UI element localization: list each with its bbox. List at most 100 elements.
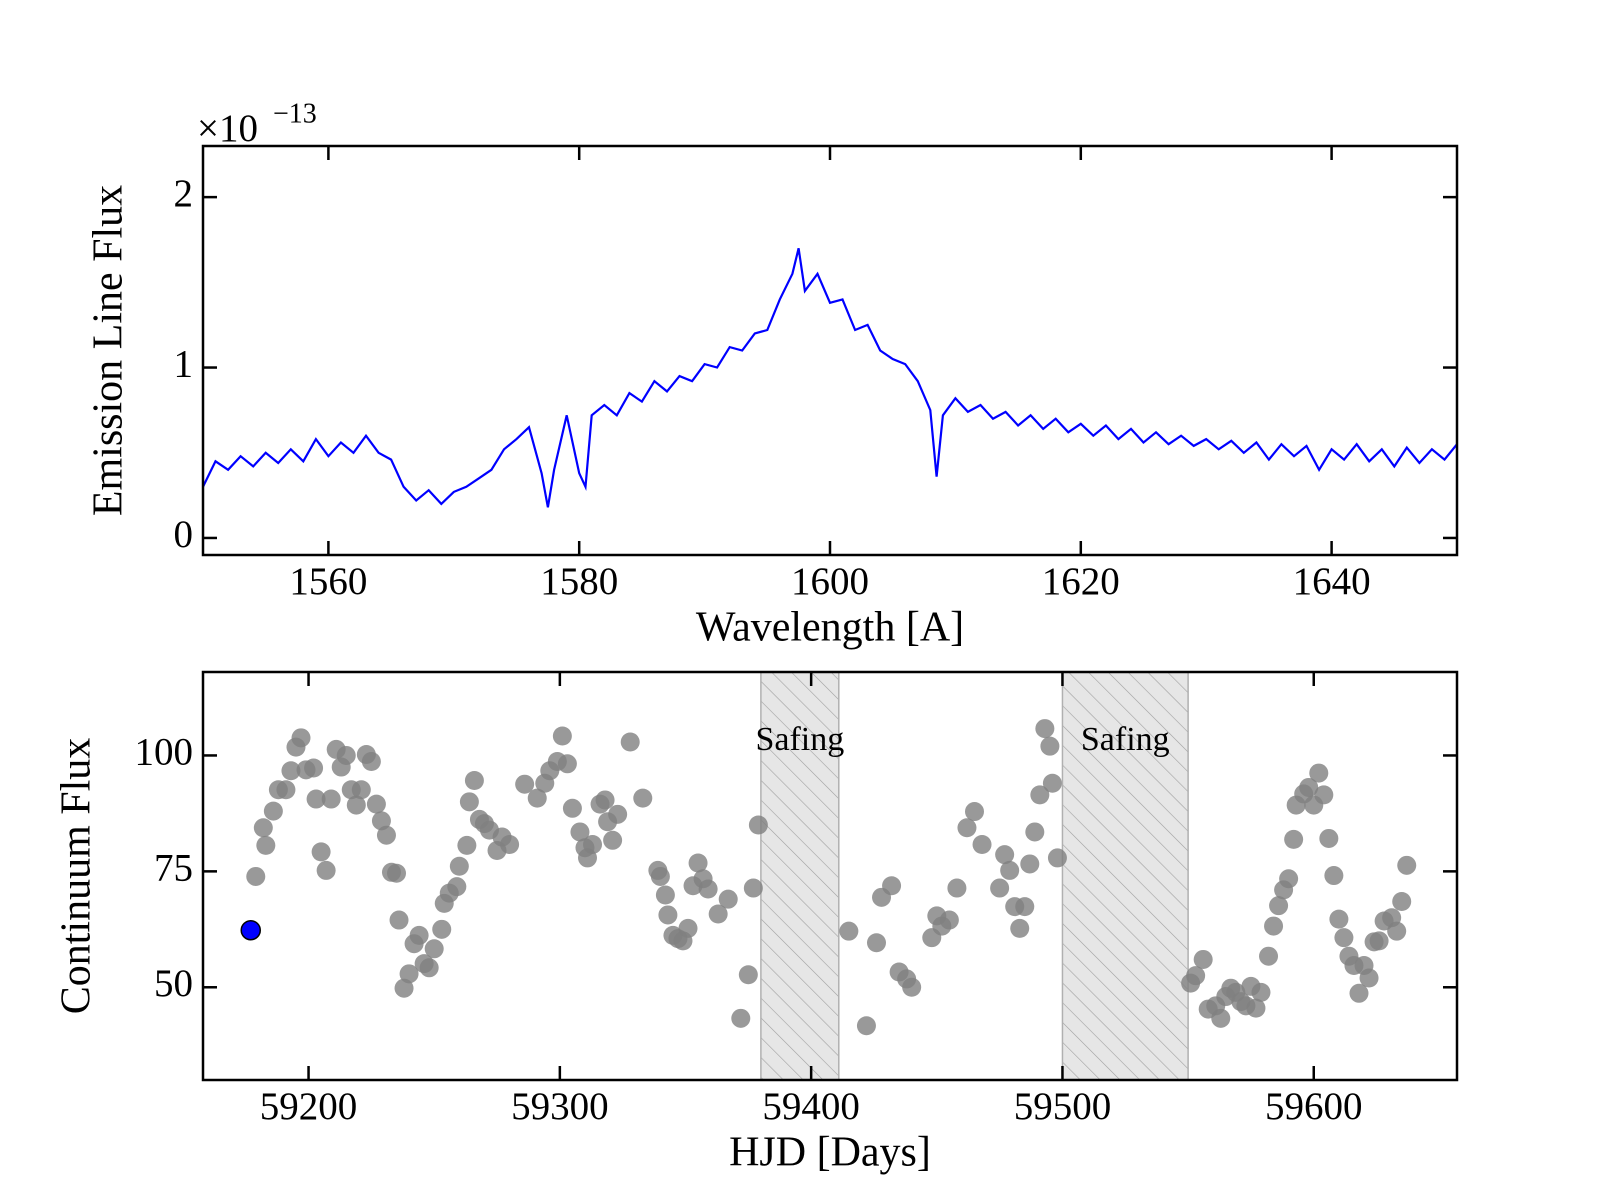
data-point [1000, 860, 1020, 880]
data-point [515, 774, 535, 794]
data-point [1334, 928, 1354, 948]
data-point [1015, 897, 1035, 917]
data-point [688, 853, 708, 873]
data-point [316, 860, 336, 880]
subplot: Safing Safing 59200 59300 59400 59500 59600 50 7… [54, 670, 1459, 1176]
subplot: 1560 1580 1600 1620 1640 0 1 2 Wavelength [A] Emi… [86, 98, 1459, 651]
data-point [527, 788, 547, 808]
data-point [1392, 892, 1412, 911]
highlight-point [240, 919, 261, 941]
data-point [1387, 921, 1407, 941]
data-point [1284, 829, 1304, 849]
data-point [708, 904, 728, 924]
data-point [557, 754, 577, 774]
data-point [658, 905, 678, 925]
data-point [1329, 909, 1349, 929]
data-point [1047, 848, 1067, 868]
safing-span [760, 671, 840, 1081]
data-point [432, 919, 452, 939]
y-axis-label: Continuum Flux [54, 738, 100, 1015]
data-point [1020, 854, 1040, 874]
data-point [500, 834, 520, 854]
data-point [731, 1008, 751, 1028]
data-point [698, 879, 718, 899]
data-point [387, 863, 407, 883]
y-axis-label: Emission Line Flux [86, 185, 132, 516]
data-point [1010, 918, 1030, 938]
data-point [1264, 916, 1284, 936]
data-point [866, 933, 886, 953]
data-point [399, 964, 419, 984]
data-point [650, 866, 670, 886]
data-point [246, 866, 266, 886]
data-point [263, 801, 283, 821]
y-multiplier-base: ×10 [197, 107, 258, 150]
data-point [552, 726, 572, 746]
data-point [447, 877, 467, 897]
data-point [957, 818, 977, 838]
data-point [620, 732, 640, 752]
data-point [748, 815, 768, 835]
span-label: Safing [1081, 721, 1170, 758]
data-point [972, 834, 992, 854]
data-point [304, 758, 324, 778]
data-point [995, 845, 1015, 865]
data-point [562, 798, 582, 818]
data-point [1042, 773, 1062, 793]
data-point [603, 830, 623, 850]
data-point [291, 728, 311, 748]
data-point [366, 794, 386, 814]
x-tick-label: 1560 [289, 560, 367, 603]
data-point [1349, 983, 1369, 1003]
data-point [856, 1016, 876, 1036]
axes-frame [201, 144, 1459, 557]
data-point [570, 822, 590, 842]
data-point [306, 789, 326, 809]
data-point [743, 878, 763, 898]
data-point [678, 918, 698, 938]
y-tick-label: 100 [135, 730, 194, 773]
x-tick-label: 1640 [1293, 560, 1371, 603]
data-point [346, 795, 366, 815]
x-tick-label: 1600 [791, 560, 869, 603]
y-tick-label: 50 [154, 962, 193, 1005]
data-point [276, 780, 296, 800]
y-tick-label: 75 [154, 846, 193, 889]
x-tick-label: 1620 [1042, 560, 1120, 603]
spectrum-line [203, 248, 1457, 508]
data-point [1309, 763, 1329, 783]
data-point [1035, 719, 1055, 739]
data-point [256, 835, 276, 855]
data-point [1299, 777, 1319, 797]
data-point [351, 780, 371, 800]
data-point [1314, 785, 1334, 805]
data-point [409, 925, 429, 945]
y-tick-label: 2 [174, 172, 194, 215]
data-point [718, 889, 738, 909]
data-point [1030, 785, 1050, 805]
data-point [449, 856, 469, 876]
data-point [394, 978, 414, 998]
data-point [321, 789, 341, 809]
data-point [371, 811, 391, 831]
data-point [1246, 998, 1266, 1018]
data-point [595, 790, 615, 810]
data-point [990, 878, 1010, 898]
data-point [1359, 968, 1379, 988]
data-point [1319, 828, 1339, 848]
data-point [457, 835, 477, 855]
data-point [939, 910, 959, 930]
data-point [633, 788, 653, 808]
data-point [459, 792, 479, 812]
data-point [839, 921, 859, 941]
y-tick-label: 0 [174, 513, 194, 556]
data-point [1025, 822, 1045, 842]
data-point [882, 876, 902, 896]
axes-frame [201, 670, 1459, 1082]
data-point [738, 965, 758, 985]
x-tick-label: 59300 [511, 1085, 609, 1128]
data-point [253, 818, 273, 838]
x-tick-label: 59500 [1014, 1085, 1112, 1128]
span-label: Safing [755, 721, 844, 758]
